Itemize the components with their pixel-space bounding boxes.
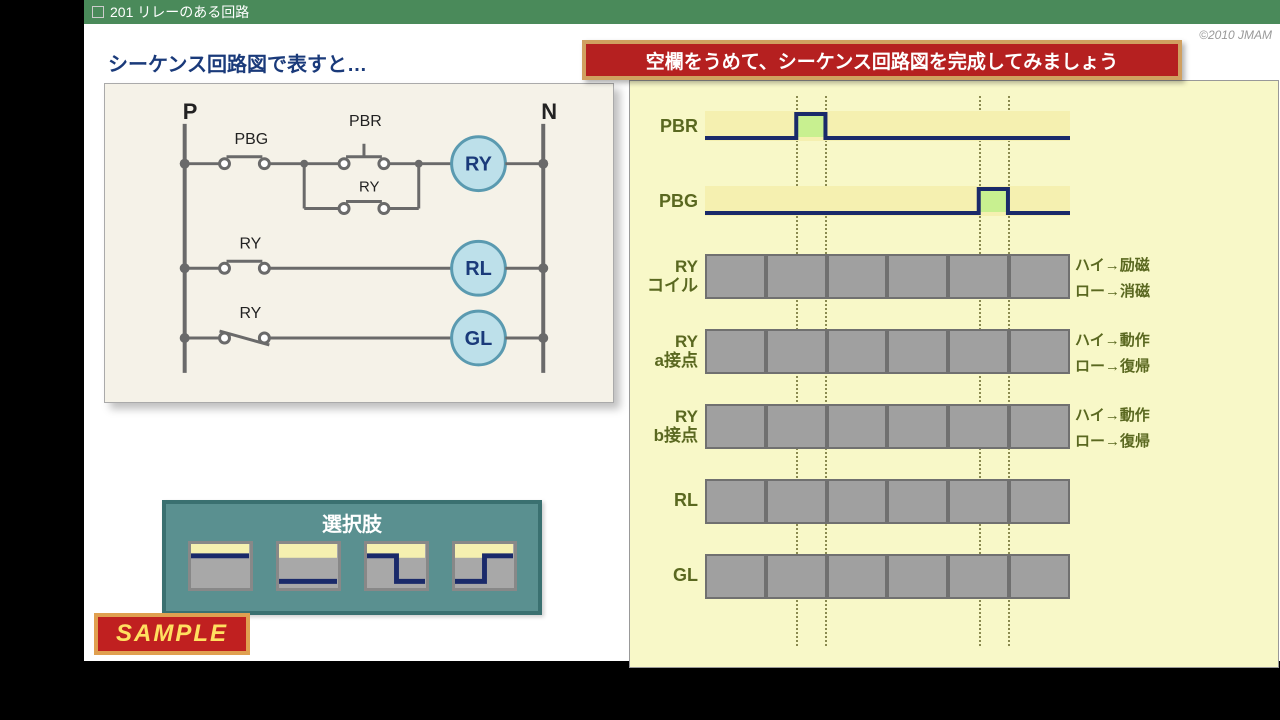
empty-cell[interactable] xyxy=(827,329,888,374)
sample-badge: SAMPLE xyxy=(94,613,250,655)
empty-cell[interactable] xyxy=(1009,479,1070,524)
svg-text:RL: RL xyxy=(465,258,492,280)
app-window: 201 リレーのある回路 ©2010 JMAM シーケンス回路図で表すと… P … xyxy=(84,0,1280,661)
empty-cell[interactable] xyxy=(887,404,948,449)
empty-cell[interactable] xyxy=(705,479,766,524)
svg-text:PBG: PBG xyxy=(234,131,268,148)
empty-cell[interactable] xyxy=(948,404,1009,449)
empty-cell[interactable] xyxy=(827,479,888,524)
window-icon xyxy=(92,6,104,18)
empty-cell[interactable] xyxy=(827,554,888,599)
side-label-lo: ロー→消磁 xyxy=(1075,280,1150,301)
empty-row xyxy=(705,554,1070,599)
empty-cell[interactable] xyxy=(705,329,766,374)
empty-cell[interactable] xyxy=(887,479,948,524)
side-label-lo: ロー→復帰 xyxy=(1075,430,1150,451)
side-label-hi: ハイ→励磁 xyxy=(1075,254,1150,275)
empty-cell[interactable] xyxy=(766,554,827,599)
timing-label: RYb接点 xyxy=(630,408,698,445)
svg-text:RY: RY xyxy=(359,179,380,196)
empty-cell[interactable] xyxy=(1009,554,1070,599)
svg-text:RY: RY xyxy=(239,235,261,252)
copyright-text: ©2010 JMAM xyxy=(1199,28,1272,42)
empty-cell[interactable] xyxy=(948,329,1009,374)
diagram-title: シーケンス回路図で表すと… xyxy=(104,48,624,77)
empty-row xyxy=(705,254,1070,299)
timing-label: RYa接点 xyxy=(630,333,698,370)
empty-cell[interactable] xyxy=(948,554,1009,599)
signal-pbr xyxy=(705,111,1070,141)
empty-cell[interactable] xyxy=(766,479,827,524)
timing-label: RYコイル xyxy=(630,258,698,295)
empty-cell[interactable] xyxy=(766,329,827,374)
empty-cell[interactable] xyxy=(948,254,1009,299)
choice-low[interactable] xyxy=(276,541,341,591)
empty-row xyxy=(705,329,1070,374)
svg-text:RY: RY xyxy=(465,154,492,176)
empty-cell[interactable] xyxy=(766,254,827,299)
timing-label: PBR xyxy=(630,117,698,137)
empty-cell[interactable] xyxy=(1009,329,1070,374)
window-title: 201 リレーのある回路 xyxy=(110,2,249,22)
empty-cell[interactable] xyxy=(1009,404,1070,449)
rail-n-label: N xyxy=(541,99,557,124)
timing-chart: PBR PBGRYコイルハイ→励磁ロー→消磁RYa接点ハイ→動作ロー→復帰RYb… xyxy=(629,80,1279,668)
title-bar: 201 リレーのある回路 xyxy=(84,0,1280,24)
empty-cell[interactable] xyxy=(948,479,1009,524)
empty-cell[interactable] xyxy=(887,329,948,374)
choice-fall[interactable] xyxy=(364,541,429,591)
diagram-section: シーケンス回路図で表すと… P N xyxy=(104,48,624,403)
choice-items xyxy=(166,541,538,591)
choices-panel: 選択肢 xyxy=(162,500,542,615)
empty-cell[interactable] xyxy=(1009,254,1070,299)
rail-p-label: P xyxy=(183,99,198,124)
empty-cell[interactable] xyxy=(705,254,766,299)
choice-rise[interactable] xyxy=(452,541,517,591)
side-label-lo: ロー→復帰 xyxy=(1075,355,1150,376)
empty-cell[interactable] xyxy=(705,554,766,599)
empty-cell[interactable] xyxy=(766,404,827,449)
empty-cell[interactable] xyxy=(705,404,766,449)
svg-text:GL: GL xyxy=(465,328,493,350)
timing-label: GL xyxy=(630,566,698,586)
empty-cell[interactable] xyxy=(827,404,888,449)
side-label-hi: ハイ→動作 xyxy=(1075,404,1150,425)
svg-text:RY: RY xyxy=(239,305,261,322)
empty-cell[interactable] xyxy=(827,254,888,299)
timing-label: RL xyxy=(630,491,698,511)
choice-high[interactable] xyxy=(188,541,253,591)
timing-label: PBG xyxy=(630,192,698,212)
side-label-hi: ハイ→動作 xyxy=(1075,329,1150,350)
choices-title: 選択肢 xyxy=(166,504,538,541)
ladder-diagram: P N xyxy=(104,83,614,403)
ladder-svg: P N xyxy=(105,84,613,403)
empty-cell[interactable] xyxy=(887,254,948,299)
svg-text:PBR: PBR xyxy=(349,113,382,130)
empty-cell[interactable] xyxy=(887,554,948,599)
signal-pbg xyxy=(705,186,1070,216)
empty-row xyxy=(705,404,1070,449)
instruction-banner: 空欄をうめて、シーケンス回路図を完成してみましょう xyxy=(582,40,1182,80)
empty-row xyxy=(705,479,1070,524)
